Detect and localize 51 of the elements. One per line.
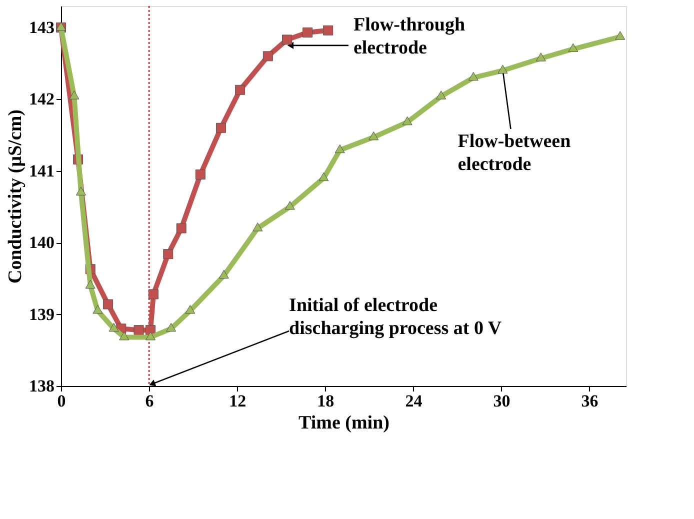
x-axis-title: Time (min) (298, 412, 390, 434)
y-tick-label: 140 (29, 233, 54, 252)
point (368, 131, 379, 140)
point (146, 332, 156, 340)
point (92, 304, 103, 314)
annotation: Flow-between electrode (458, 130, 572, 175)
point (402, 116, 412, 126)
annotation: Flow-through electrode (353, 14, 466, 58)
point (468, 72, 478, 81)
point (216, 122, 226, 133)
point (262, 51, 273, 62)
point (615, 31, 626, 40)
point (252, 222, 263, 232)
point (282, 34, 292, 45)
y-tick-label: 138 (29, 376, 54, 396)
x-tick-label: 36 (581, 392, 598, 410)
point (134, 325, 144, 336)
y-axis-title: Conductivity (µS/cm) (5, 109, 26, 284)
point (69, 90, 80, 100)
point (76, 186, 86, 196)
point (218, 270, 229, 279)
point (148, 289, 158, 300)
point (102, 299, 113, 310)
x-tick-label: 12 (229, 392, 246, 410)
point (166, 322, 176, 332)
point (568, 43, 578, 52)
point (302, 28, 313, 38)
point (85, 280, 96, 289)
point (176, 223, 186, 234)
point (318, 172, 329, 182)
x-tick-label: 24 (405, 392, 423, 410)
point (185, 304, 196, 314)
y-tick-label: 141 (29, 161, 54, 180)
point (536, 52, 546, 62)
y-tick-label: 142 (29, 90, 54, 109)
point (108, 322, 119, 332)
point (284, 201, 295, 210)
annotation: Initial of electrode discharging process at 0 V (289, 295, 502, 339)
x-tick-label: 0 (57, 392, 66, 410)
point (334, 144, 345, 154)
point (323, 25, 334, 36)
point (119, 332, 130, 340)
point (235, 84, 246, 95)
point (195, 170, 206, 180)
x-tick-label: 6 (145, 392, 154, 410)
point (163, 249, 174, 260)
x-tick-label: 30 (493, 392, 510, 410)
y-tick-label: 143 (29, 18, 54, 38)
point (436, 90, 446, 100)
x-tick-label: 18 (317, 392, 334, 410)
y-tick-label: 139 (29, 304, 54, 324)
